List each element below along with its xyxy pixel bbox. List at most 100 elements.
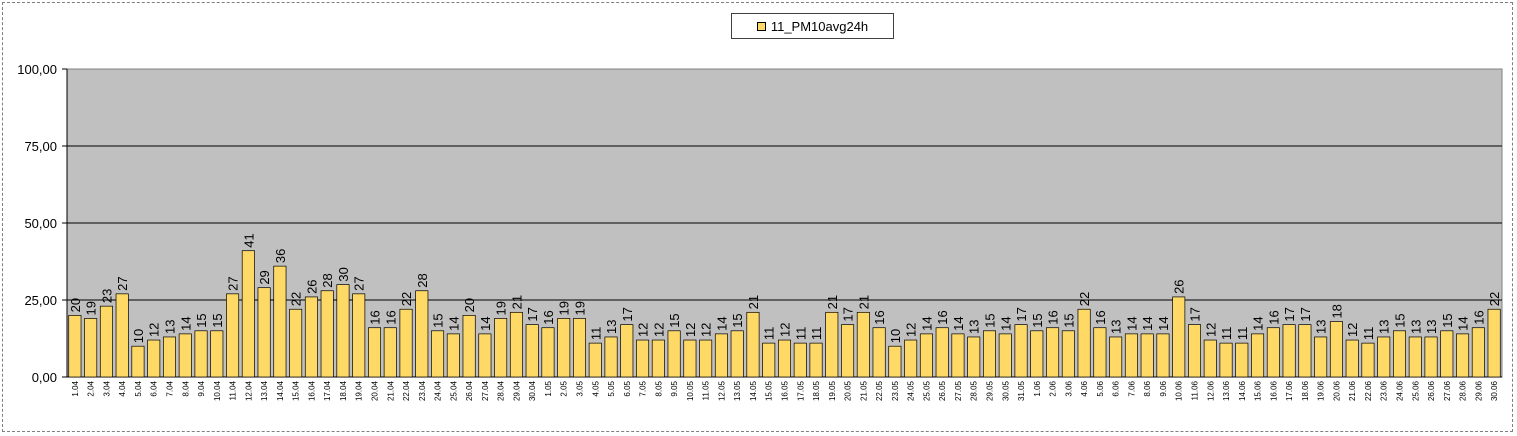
- data-label: 11: [809, 327, 824, 341]
- bar: [856, 311, 870, 378]
- bar: [241, 250, 255, 378]
- data-label: 10: [131, 329, 146, 343]
- data-label: 11: [1361, 327, 1376, 341]
- data-label: 27: [115, 276, 130, 290]
- x-tick-label: 10.05: [686, 380, 695, 401]
- x-tick-label: 21.05: [859, 380, 868, 401]
- data-label: 16: [368, 310, 383, 324]
- data-label: 13: [604, 319, 619, 333]
- x-tick-label: 18.06: [1301, 380, 1310, 401]
- x-tick-label: 13.06: [1222, 380, 1231, 401]
- x-tick-label: 29.06: [1474, 380, 1483, 401]
- bar: [99, 305, 113, 378]
- bar: [320, 290, 334, 378]
- x-tick-label: 21.04: [386, 380, 395, 401]
- x-tick-label: 27.05: [954, 380, 963, 401]
- data-label: 22: [399, 292, 414, 306]
- data-label: 19: [573, 301, 588, 315]
- data-label: 15: [983, 313, 998, 327]
- bar: [636, 339, 650, 378]
- x-tick-label: 20.06: [1332, 380, 1341, 401]
- data-label: 14: [1251, 316, 1266, 330]
- x-tick-label: 31.05: [1017, 380, 1026, 401]
- data-label: 23: [99, 289, 114, 303]
- data-label: 21: [825, 295, 840, 309]
- x-tick-label: 26.04: [465, 380, 474, 401]
- x-tick-label: 6.06: [1112, 380, 1121, 396]
- bar: [368, 327, 382, 378]
- bar: [478, 333, 492, 378]
- x-tick-label: 25.05: [922, 380, 931, 401]
- x-tick-label: 3.04: [102, 380, 111, 396]
- bar: [194, 330, 208, 378]
- data-label: 12: [699, 323, 714, 337]
- bar: [494, 318, 508, 378]
- bar: [1187, 324, 1201, 378]
- data-label: 17: [841, 307, 856, 321]
- data-label: 15: [431, 313, 446, 327]
- bar: [509, 311, 523, 378]
- bar: [431, 330, 445, 378]
- x-tick-label: 19.04: [355, 380, 364, 401]
- data-label: 20: [68, 298, 83, 312]
- bar: [257, 287, 271, 378]
- bar: [210, 330, 224, 378]
- data-label: 41: [241, 233, 256, 247]
- data-label: 14: [478, 316, 493, 330]
- data-label: 11: [588, 327, 603, 341]
- data-label: 13: [1314, 319, 1329, 333]
- y-tick-label: 100,00: [17, 62, 57, 77]
- bar: [557, 318, 571, 378]
- data-label: 15: [210, 313, 225, 327]
- data-label: 13: [1377, 319, 1392, 333]
- bar: [967, 336, 981, 378]
- x-tick-label: 2.05: [560, 380, 569, 396]
- data-label: 26: [304, 279, 319, 293]
- bar: [825, 311, 839, 378]
- bar: [147, 339, 161, 378]
- data-label: 17: [1282, 307, 1297, 321]
- bar: [1456, 333, 1470, 378]
- x-tick-label: 5.05: [607, 380, 616, 396]
- bar: [1140, 333, 1154, 378]
- x-tick-label: 25.04: [449, 380, 458, 401]
- data-label: 10: [888, 329, 903, 343]
- legend: 11_PM10avg24h: [731, 13, 894, 39]
- data-label: 16: [872, 310, 887, 324]
- x-tick-label: 16.05: [781, 380, 790, 401]
- data-label: 12: [636, 323, 651, 337]
- x-tick-label: 28.04: [497, 380, 506, 401]
- bar: [982, 330, 996, 378]
- bar: [1124, 333, 1138, 378]
- data-label: 19: [557, 301, 572, 315]
- x-tick-label: 15.04: [292, 380, 301, 401]
- data-label: 11: [793, 327, 808, 341]
- bar: [714, 333, 728, 378]
- bar: [730, 330, 744, 378]
- data-label: 13: [1109, 319, 1124, 333]
- data-label: 14: [1456, 316, 1471, 330]
- x-tick-label: 19.06: [1317, 380, 1326, 401]
- data-label: 12: [1203, 323, 1218, 337]
- x-tick-label: 4.04: [118, 380, 127, 396]
- x-tick-label: 8.05: [654, 380, 663, 396]
- bar: [1361, 342, 1375, 378]
- data-label: 17: [1014, 307, 1029, 321]
- bar: [336, 284, 350, 378]
- legend-label: 11_PM10avg24h: [770, 18, 869, 34]
- x-tick-label: 24.05: [907, 380, 916, 401]
- data-label: 14: [714, 316, 729, 330]
- data-label: 15: [1061, 313, 1076, 327]
- x-tick-label: 26.05: [938, 380, 947, 401]
- bar: [888, 345, 902, 378]
- bar: [919, 333, 933, 378]
- data-label: 15: [1030, 313, 1045, 327]
- x-tick-label: 18.04: [339, 380, 348, 401]
- x-tick-label: 11.05: [702, 380, 711, 400]
- bar: [163, 336, 177, 378]
- bar: [415, 290, 429, 378]
- x-tick-label: 2.04: [87, 380, 96, 396]
- bar: [1392, 330, 1406, 378]
- data-label: 14: [446, 316, 461, 330]
- bar: [446, 333, 460, 378]
